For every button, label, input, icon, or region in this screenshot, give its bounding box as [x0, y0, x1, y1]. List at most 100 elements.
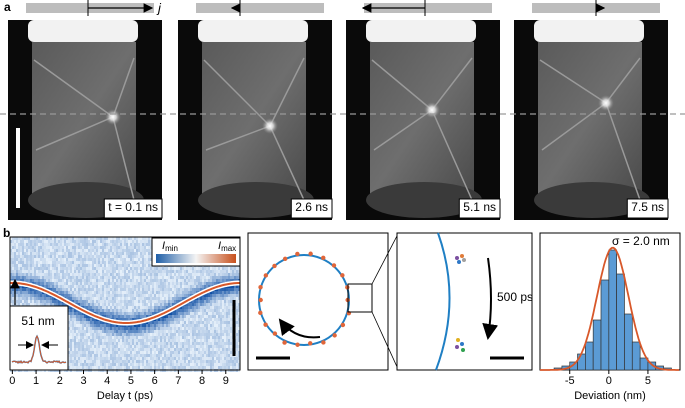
heatmap-cell: [12, 270, 14, 273]
heatmap-cell: [108, 366, 110, 369]
heatmap-cell: [112, 240, 114, 243]
heatmap-cell: [150, 354, 152, 357]
heatmap-cell: [90, 288, 92, 291]
heatmap-cell: [114, 366, 116, 369]
heatmap-cell: [228, 294, 230, 297]
heatmap-cell: [228, 297, 230, 300]
heatmap-cell: [68, 252, 70, 255]
heatmap-cell: [174, 345, 176, 348]
heatmap-cell: [134, 240, 136, 243]
heatmap-cell: [188, 321, 190, 324]
heatmap-cell: [198, 339, 200, 342]
heatmap-cell: [52, 297, 54, 300]
heatmap-cell: [162, 318, 164, 321]
heatmap-cell: [70, 249, 72, 252]
heatmap-cell: [22, 297, 24, 300]
heatmap-cell: [128, 294, 130, 297]
heatmap-cell: [136, 276, 138, 279]
heatmap-cell: [54, 267, 56, 270]
heatmap-cell: [128, 276, 130, 279]
heatmap-cell: [68, 273, 70, 276]
heatmap-cell: [80, 315, 82, 318]
heatmap-cell: [18, 249, 20, 252]
heatmap-cell: [32, 279, 34, 282]
heatmap-cell: [224, 288, 226, 291]
heatmap-cell: [220, 306, 222, 309]
heatmap-cell: [146, 252, 148, 255]
heatmap-cell: [156, 300, 158, 303]
heatmap-cell: [94, 285, 96, 288]
heatmap-cell: [66, 255, 68, 258]
heatmap-cell: [170, 267, 172, 270]
heatmap-cell: [48, 246, 50, 249]
heatmap-cell: [192, 318, 194, 321]
heatmap-cell: [144, 246, 146, 249]
heatmap-cell: [214, 363, 216, 366]
heatmap-cell: [214, 321, 216, 324]
heatmap-cell: [36, 294, 38, 297]
heatmap-cell: [28, 255, 30, 258]
heatmap-cell: [80, 276, 82, 279]
heatmap-cell: [126, 330, 128, 333]
heatmap-cell: [194, 354, 196, 357]
heatmap-cell: [108, 249, 110, 252]
heatmap-cell: [138, 294, 140, 297]
heatmap-cell: [186, 315, 188, 318]
heatmap-cell: [224, 321, 226, 324]
heatmap-cell: [182, 312, 184, 315]
heatmap-cell: [176, 351, 178, 354]
heatmap-cell: [220, 279, 222, 282]
heatmap-cell: [70, 336, 72, 339]
heatmap-cell: [178, 357, 180, 360]
heatmap-cell: [188, 345, 190, 348]
heatmap-cell: [106, 306, 108, 309]
heatmap-cell: [198, 330, 200, 333]
heatmap-cell: [116, 306, 118, 309]
heatmap-cell: [216, 345, 218, 348]
heatmap-cell: [98, 240, 100, 243]
heatmap-cell: [136, 261, 138, 264]
heatmap-cell: [168, 288, 170, 291]
heatmap-cell: [14, 258, 16, 261]
heatmap-cell: [138, 366, 140, 369]
heatmap-cell: [74, 291, 76, 294]
heatmap-cell: [64, 282, 66, 285]
heatmap-cell: [80, 324, 82, 327]
heatmap-cell: [44, 249, 46, 252]
heatmap-cell: [136, 300, 138, 303]
heatmap-cell: [126, 333, 128, 336]
heatmap-cell: [80, 348, 82, 351]
heatmap-cell: [152, 294, 154, 297]
heatmap-cell: [98, 258, 100, 261]
heatmap-cell: [176, 267, 178, 270]
heatmap-cell: [116, 336, 118, 339]
heatmap-cell: [154, 357, 156, 360]
heatmap-cell: [136, 267, 138, 270]
heatmap-cell: [210, 357, 212, 360]
heatmap-cell: [44, 279, 46, 282]
heatmap-cell: [88, 363, 90, 366]
heatmap-cell: [138, 288, 140, 291]
heatmap-cell: [218, 333, 220, 336]
heatmap-cell: [210, 321, 212, 324]
heatmap-cell: [168, 363, 170, 366]
heatmap-cell: [50, 276, 52, 279]
heatmap-cell: [98, 330, 100, 333]
heatmap-cell: [150, 333, 152, 336]
heatmap-cell: [170, 273, 172, 276]
heatmap-cell: [140, 351, 142, 354]
heatmap-cell: [80, 261, 82, 264]
heatmap-cell: [86, 333, 88, 336]
heatmap-cell: [222, 366, 224, 369]
heatmap-cell: [36, 249, 38, 252]
heatmap-cell: [130, 345, 132, 348]
heatmap-cell: [168, 270, 170, 273]
heatmap-cell: [128, 345, 130, 348]
heatmap-cell: [20, 246, 22, 249]
heatmap-cell: [58, 276, 60, 279]
heatmap-cell: [92, 291, 94, 294]
heatmap-cell: [54, 288, 56, 291]
heatmap-cell: [78, 342, 80, 345]
heatmap-cell: [168, 342, 170, 345]
heatmap-cell: [162, 327, 164, 330]
